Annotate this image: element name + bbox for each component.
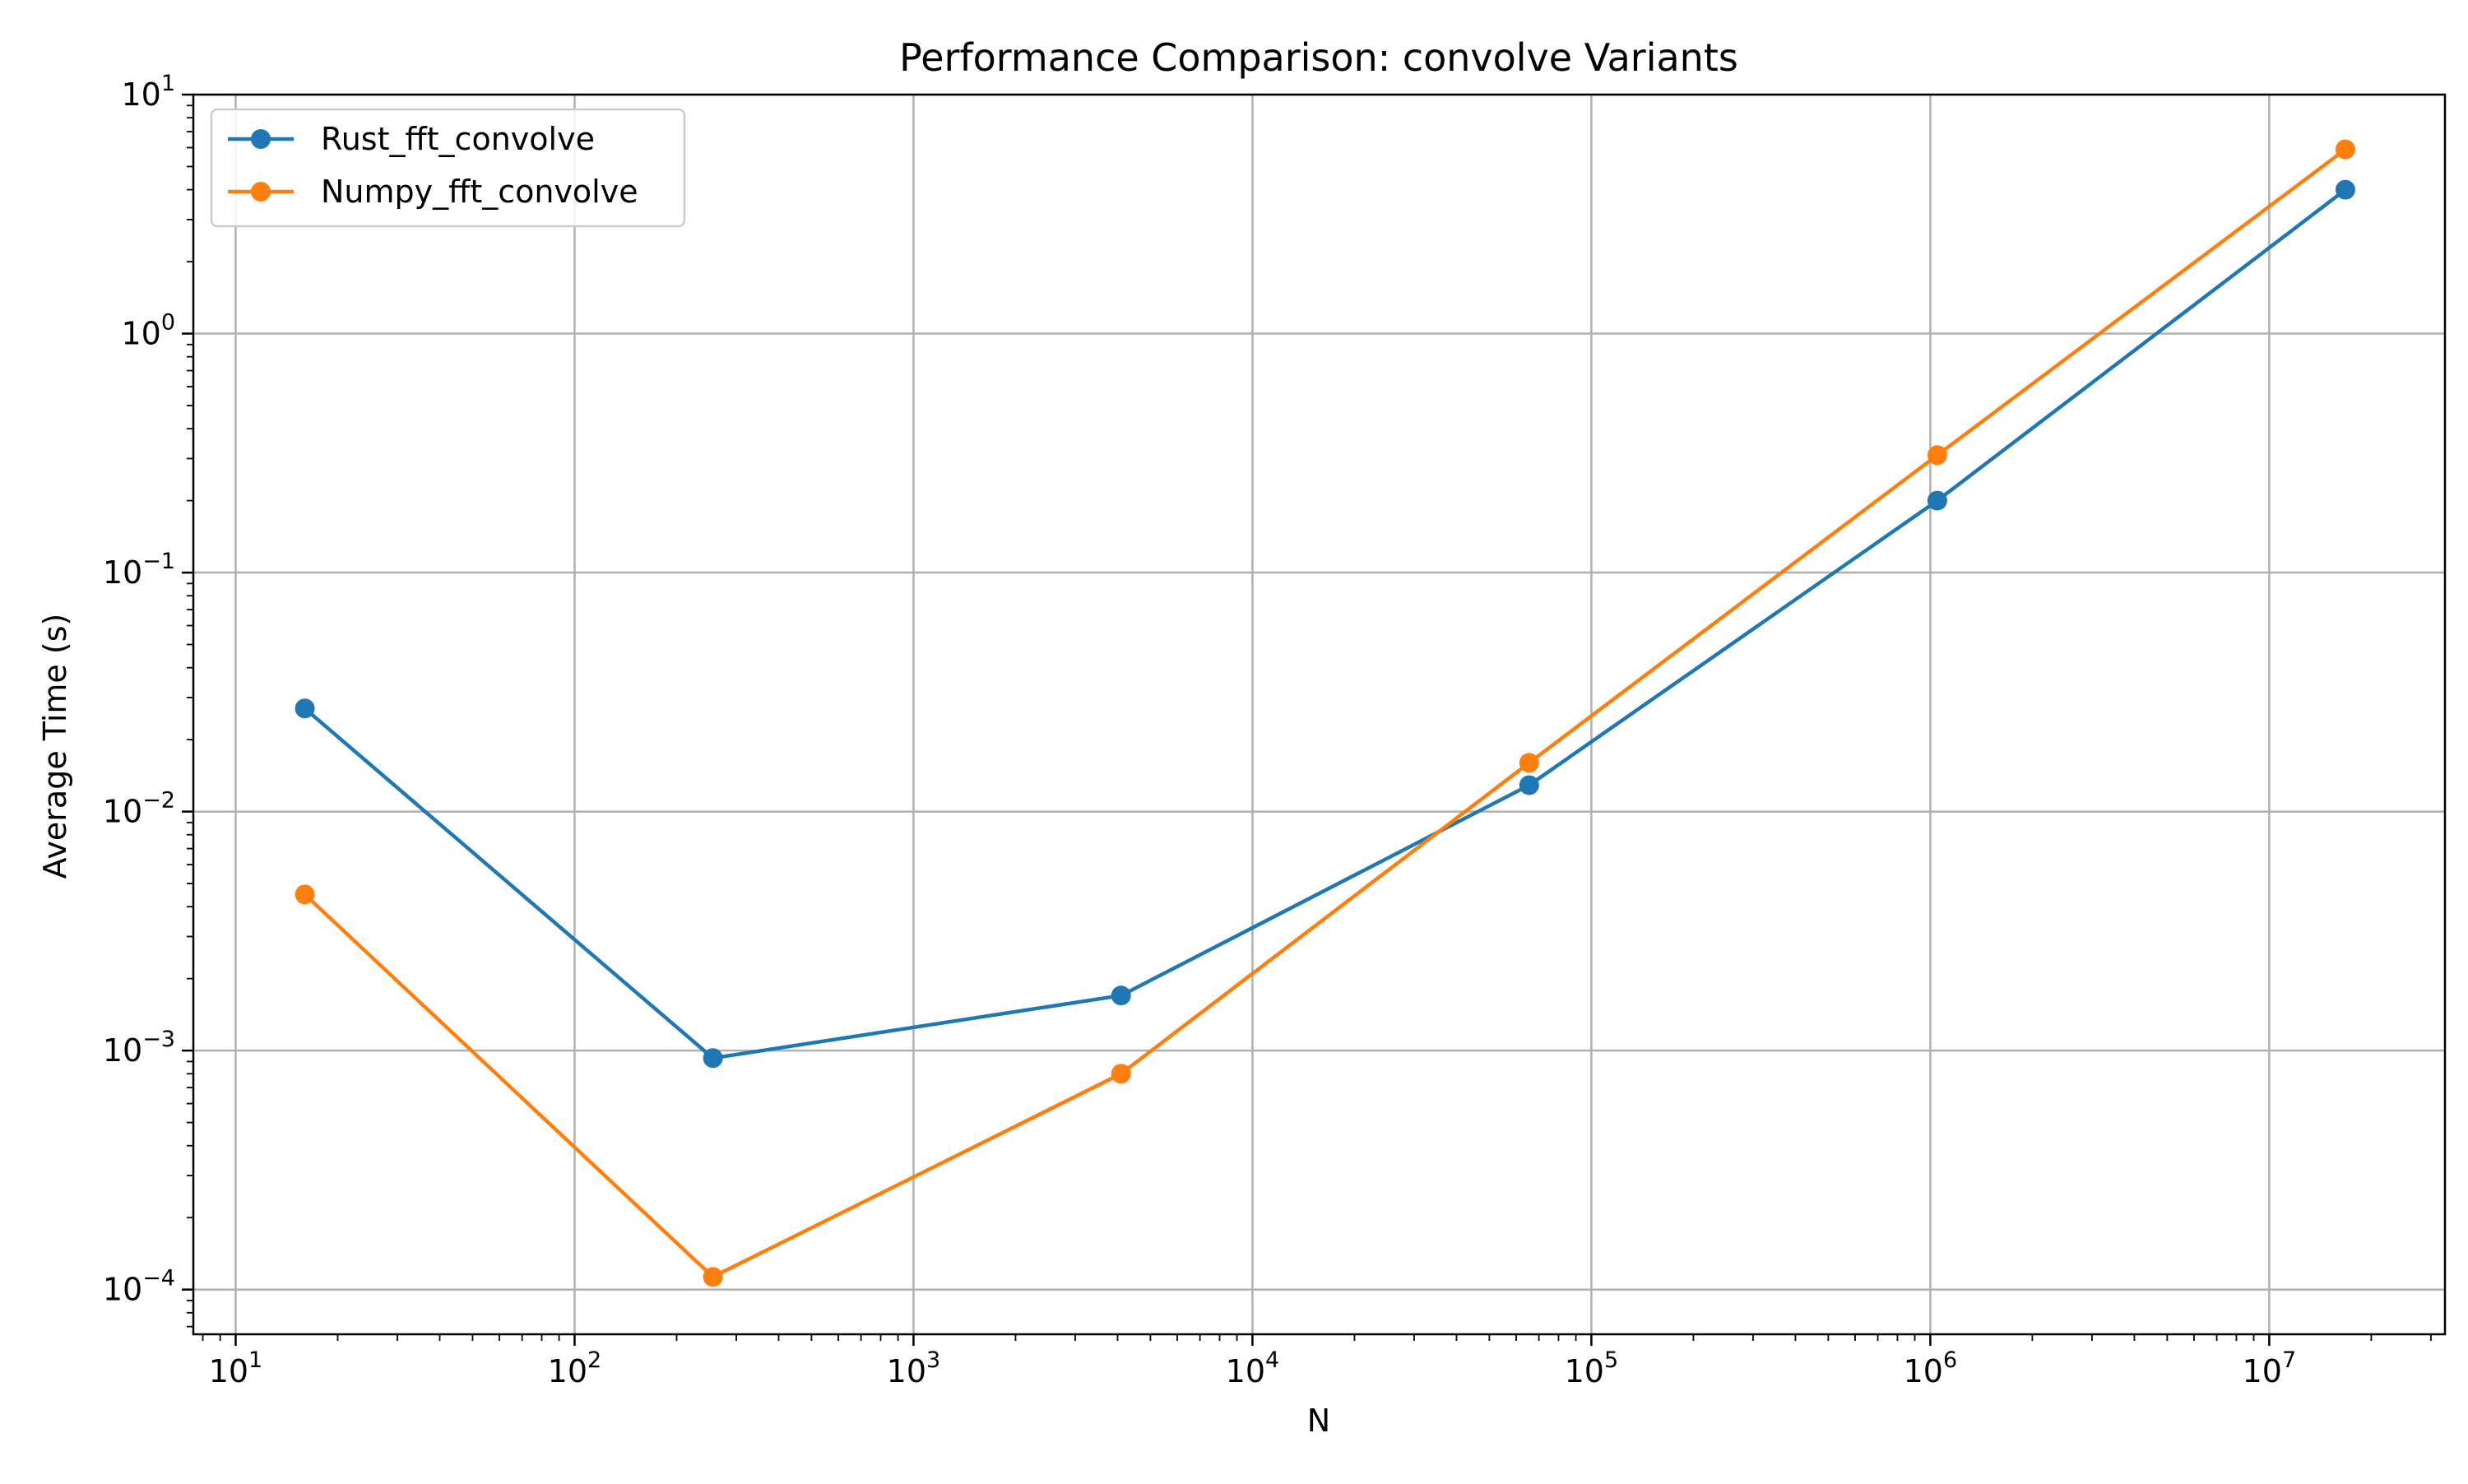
data-point [1111, 1064, 1131, 1084]
x-tick-exponent: 3 [926, 1347, 940, 1373]
y-tick-label: 10−3 [103, 1027, 175, 1069]
data-point [703, 1048, 723, 1069]
x-tick-label: 106 [1904, 1347, 1958, 1389]
x-tick-label: 101 [209, 1347, 263, 1389]
x-tick-base: 10 [548, 1353, 587, 1389]
legend-label: Numpy_fft_convolve [321, 174, 638, 210]
data-point [703, 1267, 723, 1287]
data-point [295, 884, 315, 905]
y-tick-exponent: −4 [142, 1266, 175, 1292]
y-axis-title: Average Time (s) [37, 614, 73, 879]
y-tick-exponent: −3 [142, 1027, 175, 1052]
x-tick-base: 10 [1565, 1353, 1604, 1389]
legend-marker [251, 182, 271, 202]
plot-frame [192, 93, 2447, 1336]
legend-item: Numpy_fft_convolve [228, 174, 638, 210]
x-tick-exponent: 5 [1604, 1347, 1618, 1373]
x-tick-exponent: 4 [1265, 1347, 1279, 1373]
series-layer [295, 139, 2355, 1287]
y-tick-label: 10−2 [103, 788, 175, 830]
legend-label: Rust_fft_convolve [321, 121, 595, 157]
series-line [304, 188, 2347, 1060]
y-tick-exponent: 0 [161, 310, 175, 336]
series-2 [295, 139, 2355, 1287]
grid-lines [193, 93, 2445, 1334]
data-point [2335, 139, 2355, 160]
data-point [1111, 985, 1131, 1006]
legend-box [210, 108, 686, 228]
series-1 [295, 179, 2355, 1069]
x-tick-label: 104 [1226, 1347, 1280, 1389]
y-tick-label: 100 [121, 310, 175, 352]
data-point [295, 698, 315, 719]
y-tick-base: 10 [121, 316, 160, 352]
x-tick-base: 10 [887, 1353, 926, 1389]
x-tick-label: 105 [1565, 1347, 1619, 1389]
x-tick-base: 10 [1904, 1353, 1943, 1389]
x-tick-exponent: 7 [2282, 1347, 2296, 1373]
x-tick-label: 102 [548, 1347, 602, 1389]
x-tick-base: 10 [1226, 1353, 1265, 1389]
legend-item: Rust_fft_convolve [228, 121, 595, 157]
y-tick-exponent: −2 [142, 788, 175, 814]
x-tick-base: 10 [2243, 1353, 2282, 1389]
data-point [1927, 490, 1947, 511]
chart-title: Performance Comparison: convolve Variant… [899, 35, 1738, 80]
y-tick-base: 10 [103, 1032, 142, 1069]
x-axis-title: N [1307, 1403, 1330, 1439]
legend-marker [251, 129, 271, 149]
data-point [2335, 179, 2355, 200]
data-point [1519, 753, 1539, 773]
y-tick-label: 101 [121, 71, 175, 113]
y-tick-base: 10 [103, 794, 142, 830]
x-tick-exponent: 2 [587, 1347, 601, 1373]
y-tick-label: 10−1 [103, 549, 175, 591]
x-tick-exponent: 6 [1943, 1347, 1957, 1373]
x-tick-label: 107 [2243, 1347, 2297, 1389]
y-tick-label: 10−4 [103, 1266, 175, 1308]
y-tick-base: 10 [121, 77, 160, 113]
series-line [304, 147, 2347, 1279]
x-tick-base: 10 [209, 1353, 248, 1389]
x-tick-exponent: 1 [248, 1347, 262, 1373]
axis-ticks: 101 102 103 104 105 106 10710−410−310−210−1100… [103, 71, 2432, 1389]
y-tick-exponent: 1 [161, 71, 175, 96]
data-point [1927, 445, 1947, 466]
data-point [1519, 775, 1539, 795]
y-tick-base: 10 [103, 1272, 142, 1308]
x-tick-label: 103 [887, 1347, 941, 1389]
legend: Rust_fft_convolve Numpy_fft_convolve [210, 108, 686, 228]
y-tick-exponent: −1 [142, 549, 175, 574]
y-tick-base: 10 [103, 554, 142, 591]
